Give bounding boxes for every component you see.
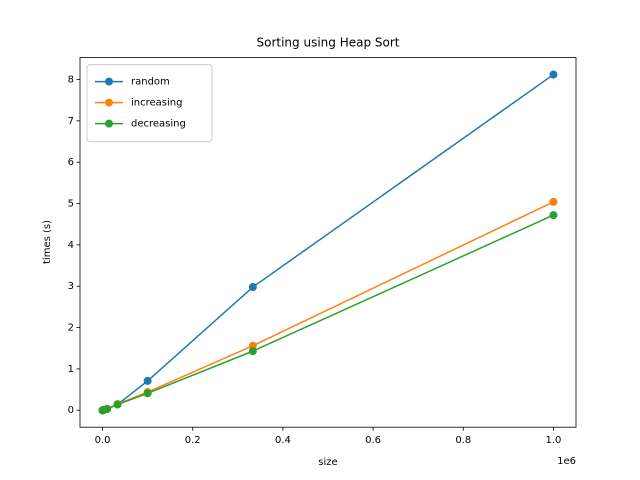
point bbox=[549, 197, 558, 206]
legend-marker bbox=[105, 77, 113, 86]
x-tick-label: 0.2 bbox=[185, 435, 201, 446]
legend-label: random bbox=[131, 77, 170, 88]
point bbox=[248, 283, 257, 292]
point bbox=[143, 389, 152, 398]
point bbox=[113, 400, 122, 409]
y-tick-label: 1 bbox=[68, 364, 74, 375]
x-tick-label: 0.0 bbox=[95, 435, 111, 446]
x-tick-label: 1.0 bbox=[546, 435, 562, 446]
legend-marker bbox=[105, 119, 113, 128]
y-tick-label: 7 bbox=[68, 116, 74, 127]
point bbox=[549, 211, 558, 220]
legend-box bbox=[86, 64, 213, 143]
point bbox=[248, 347, 257, 356]
x-axis-label: size bbox=[318, 457, 337, 468]
x-tick-label: 0.8 bbox=[455, 435, 471, 446]
x-tick-label: 0.6 bbox=[365, 435, 381, 446]
point bbox=[549, 70, 558, 79]
chart-title: Sorting using Heap Sort bbox=[257, 36, 400, 50]
point bbox=[143, 376, 152, 385]
legend: random increasing decreasing bbox=[86, 64, 213, 143]
x-tick-label: 0.4 bbox=[275, 435, 291, 446]
y-tick-label: 3 bbox=[68, 281, 74, 292]
y-tick-label: 2 bbox=[68, 323, 74, 334]
y-tick-label: 6 bbox=[68, 157, 74, 168]
y-tick-label: 4 bbox=[68, 240, 74, 251]
y-tick-label: 8 bbox=[68, 75, 74, 86]
legend-marker bbox=[105, 98, 113, 107]
y-tick-label: 5 bbox=[68, 199, 74, 210]
y-tick-label: 0 bbox=[68, 405, 74, 416]
x-offset-label: 1e6 bbox=[557, 456, 576, 467]
legend-label: decreasing bbox=[131, 119, 186, 130]
legend-label: increasing bbox=[131, 98, 182, 109]
y-axis-label: times (s) bbox=[42, 220, 53, 264]
plot-frame bbox=[79, 57, 577, 428]
point bbox=[103, 405, 112, 414]
